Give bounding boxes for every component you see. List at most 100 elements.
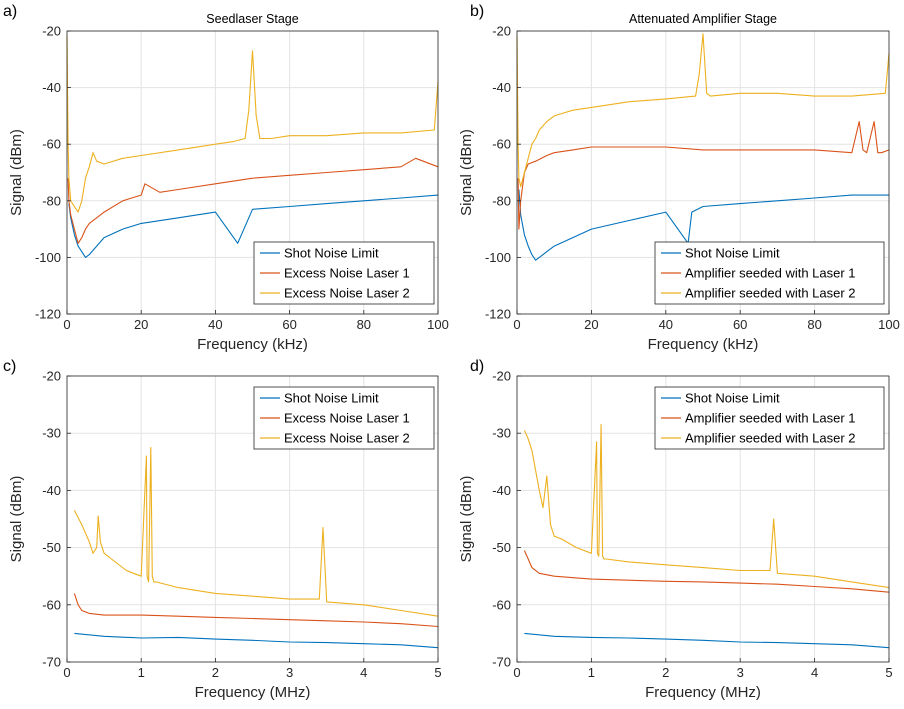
y-axis-label: Signal (dBm) xyxy=(458,129,475,216)
x-tick-label: 60 xyxy=(282,317,296,332)
legend-label: Shot Noise Limit xyxy=(284,391,379,406)
x-tick-label: 4 xyxy=(360,665,367,680)
panel-label: b) xyxy=(470,3,484,20)
legend-label: Excess Noise Laser 2 xyxy=(284,431,410,446)
y-tick-label: -100 xyxy=(485,250,511,265)
chart-title: Attenuated Amplifier Stage xyxy=(629,12,777,26)
y-tick-label: -40 xyxy=(492,483,511,498)
y-tick-label: -60 xyxy=(42,597,61,612)
series-line xyxy=(68,194,439,258)
legend-box xyxy=(654,386,885,450)
x-tick-label: 2 xyxy=(662,665,669,680)
y-tick-label: -80 xyxy=(492,193,511,208)
x-tick-label: 1 xyxy=(138,665,145,680)
x-tick-label: 20 xyxy=(584,317,598,332)
y-tick-label: -50 xyxy=(492,540,511,555)
series-line xyxy=(517,121,890,230)
y-tick-label: -40 xyxy=(492,80,511,95)
legend-label: Amplifier seeded with Laser 1 xyxy=(685,266,856,281)
x-tick-label: 0 xyxy=(513,317,520,332)
y-tick-label: -20 xyxy=(492,369,511,384)
series-line xyxy=(518,189,889,261)
series-line xyxy=(524,632,890,649)
y-tick-label: -120 xyxy=(35,307,61,322)
x-tick-label: 80 xyxy=(807,317,821,332)
legend-box xyxy=(253,386,435,450)
y-tick-label: -30 xyxy=(492,426,511,441)
y-tick-label: -60 xyxy=(492,597,511,612)
x-tick-label: 4 xyxy=(811,665,818,680)
legend-label: Excess Noise Laser 1 xyxy=(284,411,410,426)
x-tick-label: 5 xyxy=(434,665,441,680)
x-tick-label: 0 xyxy=(513,665,520,680)
x-tick-label: 100 xyxy=(878,317,900,332)
y-axis-label: Signal (dBm) xyxy=(458,476,475,563)
panel-label: a) xyxy=(3,3,17,20)
x-tick-label: 3 xyxy=(737,665,744,680)
axes-box xyxy=(516,30,890,315)
y-tick-label: -80 xyxy=(42,193,61,208)
legend: Shot Noise Limit Amplifier seeded with La… xyxy=(654,241,885,305)
y-tick-label: -70 xyxy=(492,655,511,670)
panel-label: d) xyxy=(470,358,484,375)
legend-label: Amplifier seeded with Laser 1 xyxy=(685,411,856,426)
series-line xyxy=(523,550,890,593)
x-axis-label: Frequency (MHz) xyxy=(195,684,311,701)
series-line xyxy=(73,593,439,628)
y-tick-label: -20 xyxy=(42,24,61,39)
x-tick-label: 3 xyxy=(286,665,293,680)
legend-box xyxy=(253,241,435,305)
x-tick-label: 80 xyxy=(357,317,371,332)
x-axis-label: Frequency (MHz) xyxy=(645,684,761,701)
y-axis-label: Signal (dBm) xyxy=(8,476,25,563)
axes-box xyxy=(66,375,439,663)
y-tick-label: -70 xyxy=(42,655,61,670)
panel-4: 0 1 2 3 4 5 -70 -60 -50 -40 -30 -20 Frequency (MHz) S… xyxy=(458,358,893,701)
x-tick-label: 0 xyxy=(63,317,70,332)
x-tick-label: 60 xyxy=(733,317,747,332)
legend: Shot Noise Limit Excess Noise Laser 1 Exce… xyxy=(253,386,435,450)
y-tick-label: -20 xyxy=(492,24,511,39)
y-tick-label: -20 xyxy=(42,369,61,384)
panel-label: c) xyxy=(3,358,16,375)
x-axis-label: Frequency (kHz) xyxy=(197,336,308,353)
chart-title: Seedlaser Stage xyxy=(206,12,298,26)
y-tick-label: -30 xyxy=(42,426,61,441)
series-line xyxy=(67,157,439,244)
x-tick-label: 100 xyxy=(427,317,449,332)
x-tick-label: 1 xyxy=(588,665,595,680)
x-tick-label: 20 xyxy=(134,317,148,332)
axes-box xyxy=(66,30,439,315)
series-line xyxy=(516,33,890,188)
x-tick-label: 40 xyxy=(659,317,673,332)
series-line xyxy=(73,446,439,617)
x-tick-label: 2 xyxy=(212,665,219,680)
legend: Shot Noise Limit Amplifier seeded with La… xyxy=(654,386,885,450)
legend-label: Shot Noise Limit xyxy=(284,246,379,261)
legend-label: Excess Noise Laser 1 xyxy=(284,266,410,281)
y-tick-label: -50 xyxy=(42,540,61,555)
panel-3: 0 1 2 3 4 5 -70 -60 -50 -40 -30 -20 Frequency (MHz) S… xyxy=(3,358,442,701)
panel-1: 0 20 40 60 80 100 -120 -100 -80 -60 -40 -20 Frequenc… xyxy=(3,3,449,353)
y-tick-label: -60 xyxy=(42,137,61,152)
legend-label: Amplifier seeded with Laser 2 xyxy=(685,431,856,446)
axes-box xyxy=(516,375,890,663)
legend-label: Shot Noise Limit xyxy=(685,246,780,261)
legend-box xyxy=(654,241,885,305)
legend: Shot Noise Limit Excess Noise Laser 1 Exce… xyxy=(253,241,435,305)
legend-label: Amplifier seeded with Laser 2 xyxy=(685,286,856,301)
y-tick-label: -120 xyxy=(485,307,511,322)
x-tick-label: 40 xyxy=(208,317,222,332)
legend-label: Excess Noise Laser 2 xyxy=(284,286,410,301)
y-axis-label: Signal (dBm) xyxy=(8,129,25,216)
y-tick-label: -100 xyxy=(35,250,61,265)
series-line xyxy=(523,424,890,589)
y-tick-label: -40 xyxy=(42,80,61,95)
series-line xyxy=(74,632,439,649)
y-tick-label: -60 xyxy=(492,137,511,152)
panel-2: 0 20 40 60 80 100 -120 -100 -80 -60 -40 -20 Frequenc… xyxy=(458,3,900,353)
x-tick-label: 0 xyxy=(63,665,70,680)
series-line xyxy=(66,36,439,213)
x-axis-label: Frequency (kHz) xyxy=(648,336,759,353)
